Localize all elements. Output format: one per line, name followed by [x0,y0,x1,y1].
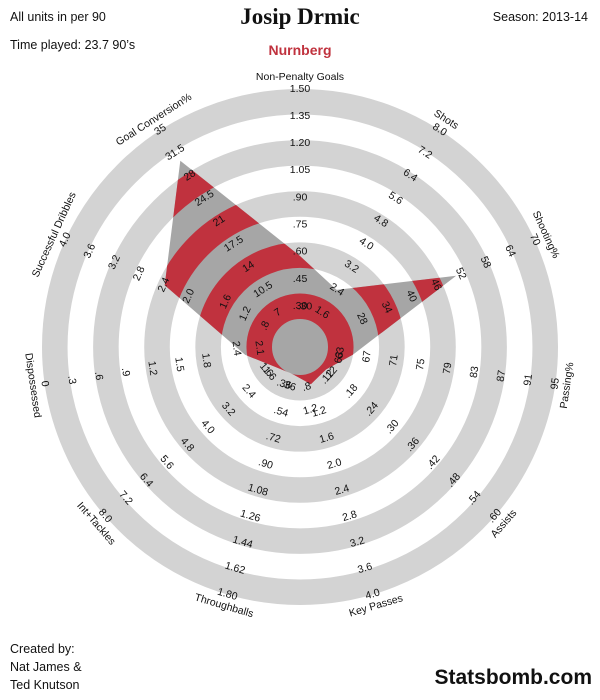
tick-label: 34 [379,300,395,316]
tick-label: 21 [211,213,227,229]
tick-label: 3.2 [106,253,123,271]
tick-label: 1.35 [290,110,311,122]
tick-label: 1.6 [318,430,336,446]
tick-label: 4.0 [57,230,74,248]
tick-label: 1.05 [290,164,311,176]
inner-tick-label: .36 [275,376,293,392]
tick-label: 4.0 [364,586,382,602]
radar-ring-3 [144,191,456,503]
tick-label: 63 [333,346,347,359]
created-by-label: Created by: [10,642,75,656]
player-name: Josip Drmic [240,4,360,29]
tick-label: 95 [548,377,562,390]
units-note: All units in per 90 [10,10,106,24]
tick-label: 1.20 [290,137,311,149]
inner-tick-label: 2.1 [252,340,266,356]
tick-label: .45 [293,273,308,285]
tick-label: 35 [152,121,168,137]
inner-tick-label: .30 [298,300,313,312]
axis-label: Non-Penalty Goals [256,71,344,83]
tick-label: .60 [293,246,308,258]
tick-label: .90 [293,191,308,203]
tick-label: 46 [428,277,444,293]
tick-label: 1.26 [239,508,262,525]
radar-center [272,319,328,375]
tick-label: 87 [495,369,509,382]
tick-label: 1.5 [172,356,186,372]
tick-label: .75 [293,219,308,231]
tick-label: 3.2 [349,534,367,550]
tick-label: 52 [453,266,469,282]
tick-label: 1.50 [290,83,311,95]
tick-label: 1.80 [216,586,239,603]
tick-label: 58 [478,254,494,270]
tick-label: 14 [240,259,256,275]
tick-label: 2.0 [180,287,197,305]
tick-label: 28 [182,167,198,183]
tick-label: 28 [354,311,370,327]
tick-label: .6 [92,371,105,382]
tick-label: 7 [272,306,284,319]
tick-label: 1.44 [231,534,254,551]
brand-logo-text: Statsbomb.com [434,666,592,689]
tick-label: 70 [527,232,543,248]
tick-label: 64 [502,243,518,259]
tick-label: .18 [342,382,361,401]
author-1: Nat James & [10,660,82,674]
tick-label: 79 [441,362,455,375]
tick-label: 40 [403,288,419,304]
inner-tick-label: 1.6 [217,292,234,310]
tick-label: 2.4 [333,482,351,498]
inner-tick-label: 1.2 [302,402,320,418]
tick-label: .9 [119,367,132,378]
radar-tick-labels: .30.45.60.75.901.051.201.351.501.62.43.2… [38,83,562,603]
inner-tick-label: .8 [301,380,313,394]
tick-label: .54 [272,404,290,420]
tick-label: 83 [468,365,482,378]
tick-label: 75 [414,358,428,371]
tick-label: 1.8 [199,352,213,368]
season-label: Season: 2013-14 [492,10,588,24]
tick-label: 67 [360,350,374,363]
tick-label: .36 [280,378,298,394]
radar-ring-2 [195,242,405,452]
tick-label: 1.08 [246,481,269,498]
tick-label: 91 [521,373,535,386]
tick-label: .30 [293,300,308,312]
tick-label: .72 [265,430,283,446]
tick-label: .3 [65,375,78,386]
inner-tick-label: 1.2 [237,304,254,322]
tick-label: 2.4 [240,382,259,401]
tick-label: 71 [387,354,401,367]
tick-label: 2.4 [155,276,172,294]
tick-label: 1.62 [224,560,247,577]
tick-label: 2.0 [326,456,344,472]
tick-label: 0 [38,380,51,388]
time-played: Time played: 23.7 90’s [10,38,136,52]
radar-shape-band-1 [246,293,354,385]
inner-tick-label: 63 [332,351,346,364]
radar-ring-4 [93,140,507,554]
credit-block: Created by: Nat James & Ted Knutson [10,640,82,694]
tick-label: 1.2 [310,404,328,420]
author-2: Ted Knutson [10,678,80,692]
tick-label: .90 [257,456,275,472]
team-name: Nurnberg [268,42,332,58]
tick-label: 3.6 [356,560,374,576]
tick-label: 2.8 [131,264,148,282]
axis-label: Passing% [558,361,577,409]
tick-label: 2.8 [341,508,359,524]
inner-tick-label: 2.4 [229,340,243,356]
tick-label: 3.6 [81,242,98,260]
radar-ring-5 [41,88,559,606]
tick-label: 1.2 [145,360,159,376]
